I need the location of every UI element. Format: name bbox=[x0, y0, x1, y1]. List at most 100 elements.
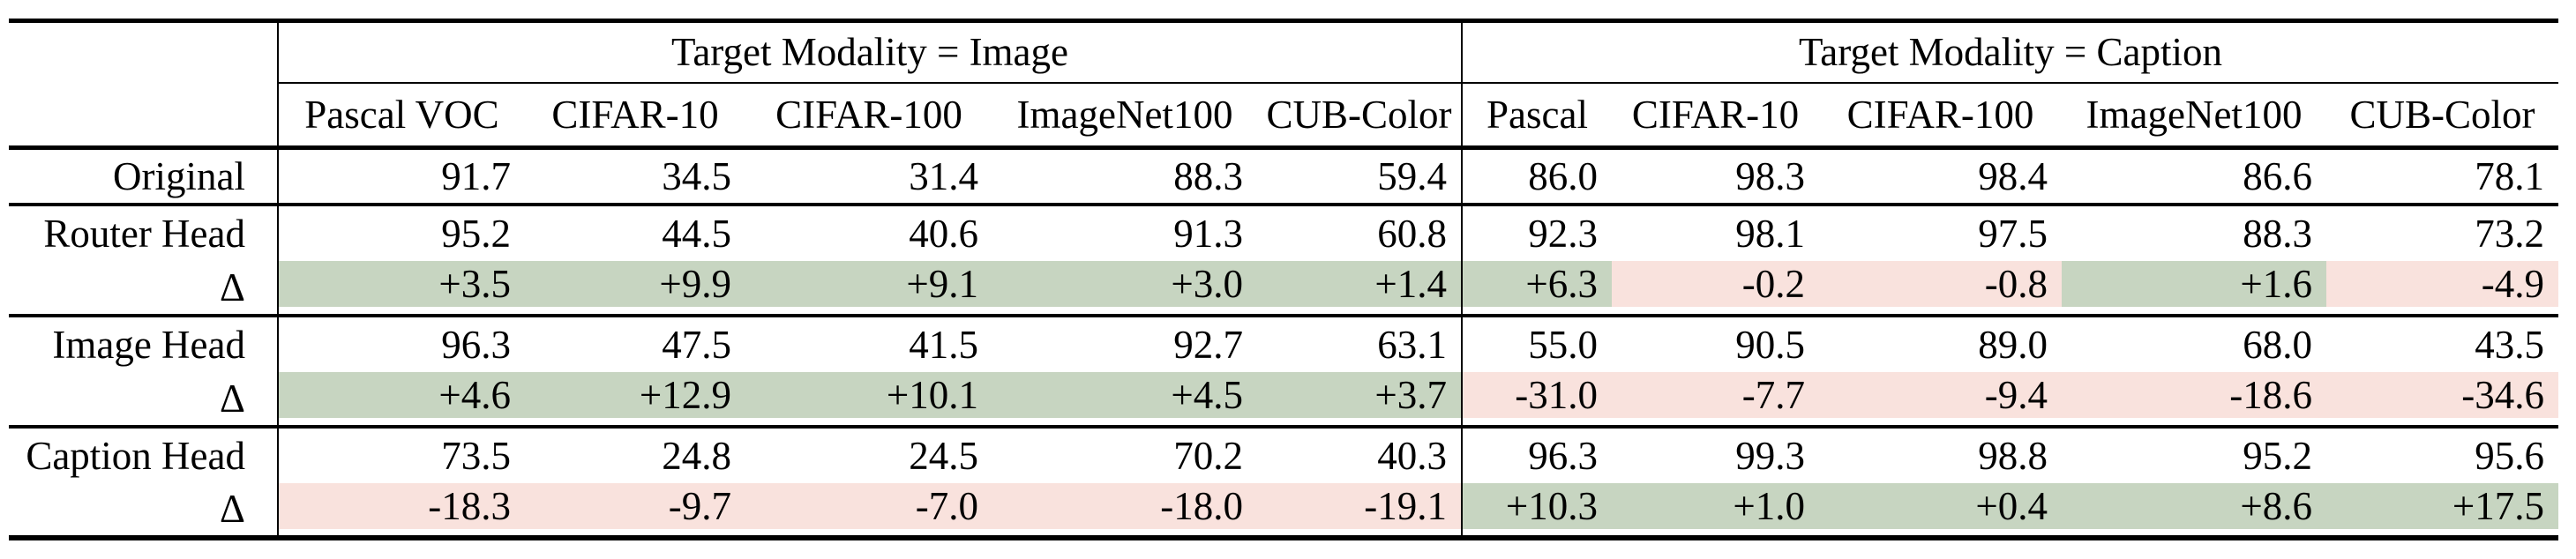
value-cell: 91.7 bbox=[277, 147, 525, 206]
delta-cell: +3.7 bbox=[1257, 371, 1462, 429]
value-cell: 99.3 bbox=[1735, 433, 1805, 478]
delta-highlight: +9.9 bbox=[525, 260, 745, 307]
value-cell: 97.5 bbox=[1978, 211, 2048, 256]
value-cell: 73.5 bbox=[277, 426, 525, 483]
value-cell: 96.3 bbox=[277, 315, 525, 372]
column-header-imagenet100-cap: ImageNet100 bbox=[2062, 82, 2326, 150]
delta-cell: +3.5 bbox=[277, 260, 525, 317]
delta-cell: -9.7 bbox=[525, 482, 745, 540]
delta-cell: +9.1 bbox=[745, 260, 992, 317]
column-header-pascal-cap: Pascal bbox=[1461, 82, 1612, 150]
value-cell: 95.2 bbox=[2243, 433, 2312, 478]
delta-cell: +1.6 bbox=[2062, 260, 2326, 317]
row-caption-head: Caption Head 73.5 24.8 24.5 70.2 40.3 96… bbox=[9, 426, 2558, 483]
delta-highlight: -9.7 bbox=[525, 482, 745, 529]
value-cell: 41.5 bbox=[909, 322, 978, 367]
delta-cell: -9.4 bbox=[1819, 371, 2062, 429]
delta-highlight: -18.0 bbox=[992, 482, 1257, 529]
delta-highlight: -31.0 bbox=[1464, 371, 1612, 418]
value-cell: 88.3 bbox=[2243, 211, 2312, 256]
row-image-head: Image Head 96.3 47.5 41.5 92.7 63.1 55.0… bbox=[9, 315, 2558, 372]
row-caption-delta: Δ -18.3 -9.7 -7.0 -18.0 -19.1 +10.3 +1.0… bbox=[9, 482, 2558, 540]
row-label-router-head: Router Head bbox=[43, 211, 245, 256]
value-cell: 98.4 bbox=[1819, 147, 2062, 206]
delta-highlight: +1.6 bbox=[2062, 260, 2326, 307]
delta-highlight: +3.7 bbox=[1257, 371, 1461, 418]
delta-highlight: +12.9 bbox=[525, 371, 745, 418]
delta-highlight: -7.0 bbox=[745, 482, 992, 529]
value-cell: 98.3 bbox=[1612, 147, 1819, 206]
delta-highlight: +4.5 bbox=[992, 371, 1257, 418]
delta-highlight: +10.1 bbox=[745, 371, 992, 418]
value-cell: 92.3 bbox=[1461, 204, 1612, 261]
value-cell: 95.2 bbox=[277, 204, 525, 261]
group-header-caption: Target Modality = Caption bbox=[1461, 19, 2558, 84]
delta-highlight: +10.3 bbox=[1464, 482, 1612, 529]
value-cell: 40.3 bbox=[1377, 433, 1447, 478]
value-cell: 55.0 bbox=[1461, 315, 1612, 372]
delta-highlight: -4.9 bbox=[2326, 260, 2558, 307]
value-cell: 47.5 bbox=[662, 322, 731, 367]
column-header-imagenet100-img: ImageNet100 bbox=[992, 82, 1257, 150]
delta-cell: +6.3 bbox=[1461, 260, 1612, 317]
delta-cell: +17.5 bbox=[2326, 482, 2558, 540]
value-cell: 40.6 bbox=[909, 211, 978, 256]
column-header-cifar100-cap: CIFAR-100 bbox=[1819, 82, 2062, 150]
delta-cell: +1.0 bbox=[1612, 482, 1819, 540]
delta-cell: +10.1 bbox=[745, 371, 992, 429]
value-cell: 98.1 bbox=[1735, 211, 1805, 256]
delta-cell: +3.0 bbox=[992, 260, 1257, 317]
value-cell: 98.8 bbox=[1978, 433, 2048, 478]
delta-label: Δ bbox=[9, 260, 278, 317]
delta-label: Δ bbox=[9, 371, 278, 429]
delta-highlight: -34.6 bbox=[2326, 371, 2558, 418]
delta-cell: -0.8 bbox=[1819, 260, 2062, 317]
column-header-pascal-voc: Pascal VOC bbox=[277, 82, 525, 150]
delta-label: Δ bbox=[9, 482, 278, 540]
value-cell: 90.5 bbox=[1735, 322, 1805, 367]
value-cell: 68.0 bbox=[2243, 322, 2312, 367]
results-table: Target Modality = Image Target Modality … bbox=[9, 19, 2558, 540]
value-cell: 88.3 bbox=[992, 147, 1257, 206]
column-header-cifar100-img: CIFAR-100 bbox=[745, 82, 992, 150]
delta-cell: +4.6 bbox=[277, 371, 525, 429]
delta-cell: +1.4 bbox=[1257, 260, 1462, 317]
row-label-original: Original bbox=[9, 147, 278, 206]
delta-highlight: +17.5 bbox=[2326, 482, 2558, 529]
column-header-row: Pascal VOC CIFAR-10 CIFAR-100 ImageNet10… bbox=[9, 82, 2558, 150]
delta-cell: +0.4 bbox=[1819, 482, 2062, 540]
row-label-caption-head: Caption Head bbox=[26, 433, 245, 478]
row-router-head: Router Head 95.2 44.5 40.6 91.3 60.8 92.… bbox=[9, 204, 2558, 261]
delta-cell: +12.9 bbox=[525, 371, 745, 429]
group-header-image: Target Modality = Image bbox=[277, 19, 1462, 84]
delta-highlight: -18.6 bbox=[2062, 371, 2326, 418]
value-cell: 86.6 bbox=[2062, 147, 2326, 206]
delta-highlight: -7.7 bbox=[1612, 371, 1819, 418]
delta-cell: +9.9 bbox=[525, 260, 745, 317]
row-original: Original 91.7 34.5 31.4 88.3 59.4 86.0 9… bbox=[9, 147, 2558, 206]
corner-cell bbox=[9, 82, 278, 150]
value-cell: 24.8 bbox=[662, 433, 731, 478]
value-cell: 44.5 bbox=[662, 211, 731, 256]
delta-highlight: +3.5 bbox=[280, 260, 525, 307]
delta-highlight: +0.4 bbox=[1819, 482, 2062, 529]
delta-highlight: +3.0 bbox=[992, 260, 1257, 307]
delta-cell: -19.1 bbox=[1257, 482, 1462, 540]
value-cell: 92.7 bbox=[1173, 322, 1243, 367]
value-cell: 95.6 bbox=[2475, 433, 2544, 478]
value-cell: 96.3 bbox=[1461, 426, 1612, 483]
column-header-cub-color-cap: CUB-Color bbox=[2326, 82, 2558, 150]
value-cell: 86.0 bbox=[1461, 147, 1612, 206]
delta-highlight: +1.4 bbox=[1257, 260, 1461, 307]
column-header-cifar10-cap: CIFAR-10 bbox=[1612, 82, 1819, 150]
delta-cell: +8.6 bbox=[2062, 482, 2326, 540]
value-cell: 24.5 bbox=[909, 433, 978, 478]
delta-cell: -0.2 bbox=[1612, 260, 1819, 317]
delta-cell: -4.9 bbox=[2326, 260, 2558, 317]
delta-cell: -7.0 bbox=[745, 482, 992, 540]
corner-cell bbox=[9, 19, 278, 83]
delta-highlight: +8.6 bbox=[2062, 482, 2326, 529]
row-label-image-head: Image Head bbox=[52, 322, 245, 367]
value-cell: 63.1 bbox=[1377, 322, 1447, 367]
